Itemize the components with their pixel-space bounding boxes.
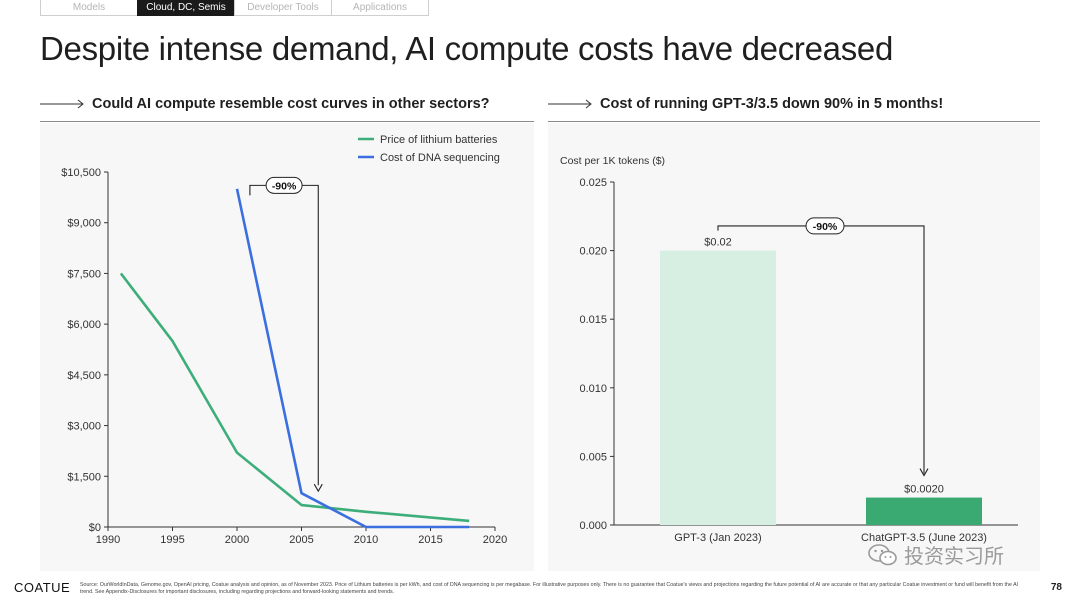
arrow-down-icon xyxy=(313,483,323,493)
x-tick-label: 2015 xyxy=(418,534,442,546)
arrow-right-icon xyxy=(548,99,592,109)
x-tick-label: 1990 xyxy=(96,534,120,546)
bar-chart: Cost per 1K tokens ($) 0.000 0.005 0.010 0.0… xyxy=(560,155,1018,544)
tab-applications[interactable]: Applications xyxy=(331,0,429,16)
arrow-down-icon xyxy=(919,468,929,477)
left-chart-panel: $0 $1,500 $3,000 $4,500 $6,000 $7,500 $9,000 $1… xyxy=(40,123,534,571)
y-tick-label: $6,000 xyxy=(67,319,101,331)
y-tick-label: 0.005 xyxy=(579,451,607,463)
y-tick-label: $4,500 xyxy=(67,370,101,382)
tab-developer-tools[interactable]: Developer Tools xyxy=(234,0,332,16)
y-tick-label: 0.010 xyxy=(579,383,607,395)
legend-label: Cost of DNA sequencing xyxy=(380,152,500,164)
right-divider xyxy=(548,121,1040,122)
y-tick-label: $10,500 xyxy=(61,167,101,179)
tab-models[interactable]: Models xyxy=(40,0,138,16)
bar-value-label: $0.0020 xyxy=(904,484,944,496)
y-tick-label: 0.025 xyxy=(579,177,607,189)
y-axis-label: Cost per 1K tokens ($) xyxy=(560,155,665,167)
y-tick-label: 0.000 xyxy=(579,520,607,532)
y-tick-label: 0.015 xyxy=(579,314,607,326)
annotation-pill xyxy=(805,217,845,235)
annotation-label: -90% xyxy=(813,221,838,233)
tab-cloud-dc-semis[interactable]: Cloud, DC, Semis xyxy=(137,0,235,16)
footer-source-note: Source: OurWorldInData, Genome.gov, Open… xyxy=(80,582,1019,595)
y-tick-label: $1,500 xyxy=(67,471,101,483)
watermark-text: 投资实习所 xyxy=(904,546,1004,568)
x-category-label: ChatGPT-3.5 (June 2023) xyxy=(861,532,987,544)
bar-gpt3 xyxy=(660,250,776,525)
annotation-bracket: -90% xyxy=(717,217,929,477)
right-section-title: Cost of running GPT-3/3.5 down 90% in 5 … xyxy=(600,96,944,112)
annotation-pill xyxy=(265,176,303,194)
annotation-bracket: -90% xyxy=(249,176,323,493)
x-tick-label: 2010 xyxy=(354,534,378,546)
bracket-line xyxy=(249,184,319,486)
y-tick-label: $7,500 xyxy=(67,268,101,280)
wechat-icon xyxy=(868,543,897,565)
y-tick-label: 0.020 xyxy=(579,246,607,258)
bar-value-label: $0.02 xyxy=(704,237,732,249)
series-line-dna-sequencing xyxy=(235,188,470,529)
right-chart-panel: Cost per 1K tokens ($) 0.000 0.005 0.010 0.0… xyxy=(548,123,1040,571)
section-tabs: Models Cloud, DC, Semis Developer Tools … xyxy=(40,0,429,16)
coatue-logo: COATUE xyxy=(14,580,71,595)
page-number: 78 xyxy=(1050,582,1062,593)
x-tick-label: 2005 xyxy=(289,534,313,546)
y-tick-label: $0 xyxy=(89,522,101,534)
series-line-lithium-batteries xyxy=(119,272,470,523)
x-tick-label: 1995 xyxy=(160,534,184,546)
annotation-label: -90% xyxy=(272,180,297,192)
watermark: 投资实习所 xyxy=(868,540,1004,569)
left-section-heading: Could AI compute resemble cost curves in… xyxy=(40,96,490,112)
x-category-label: GPT-3 (Jan 2023) xyxy=(674,532,761,544)
y-tick-label: $9,000 xyxy=(67,218,101,230)
x-tick-label: 2000 xyxy=(225,534,249,546)
line-chart: $0 $1,500 $3,000 $4,500 $6,000 $7,500 $9,000 $1… xyxy=(61,134,507,546)
right-section-heading: Cost of running GPT-3/3.5 down 90% in 5 … xyxy=(548,96,943,112)
legend-label: Price of lithium batteries xyxy=(380,134,498,146)
page-title: Despite intense demand, AI compute costs… xyxy=(40,30,894,67)
y-tick-label: $3,000 xyxy=(67,421,101,433)
arrow-right-icon xyxy=(40,99,84,109)
x-tick-label: 2020 xyxy=(483,534,507,546)
left-section-title: Could AI compute resemble cost curves in… xyxy=(92,96,490,112)
bar-chatgpt35 xyxy=(866,497,982,525)
left-divider xyxy=(40,121,534,122)
